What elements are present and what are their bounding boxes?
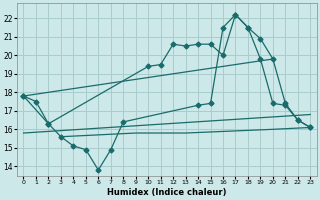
X-axis label: Humidex (Indice chaleur): Humidex (Indice chaleur) — [107, 188, 227, 197]
